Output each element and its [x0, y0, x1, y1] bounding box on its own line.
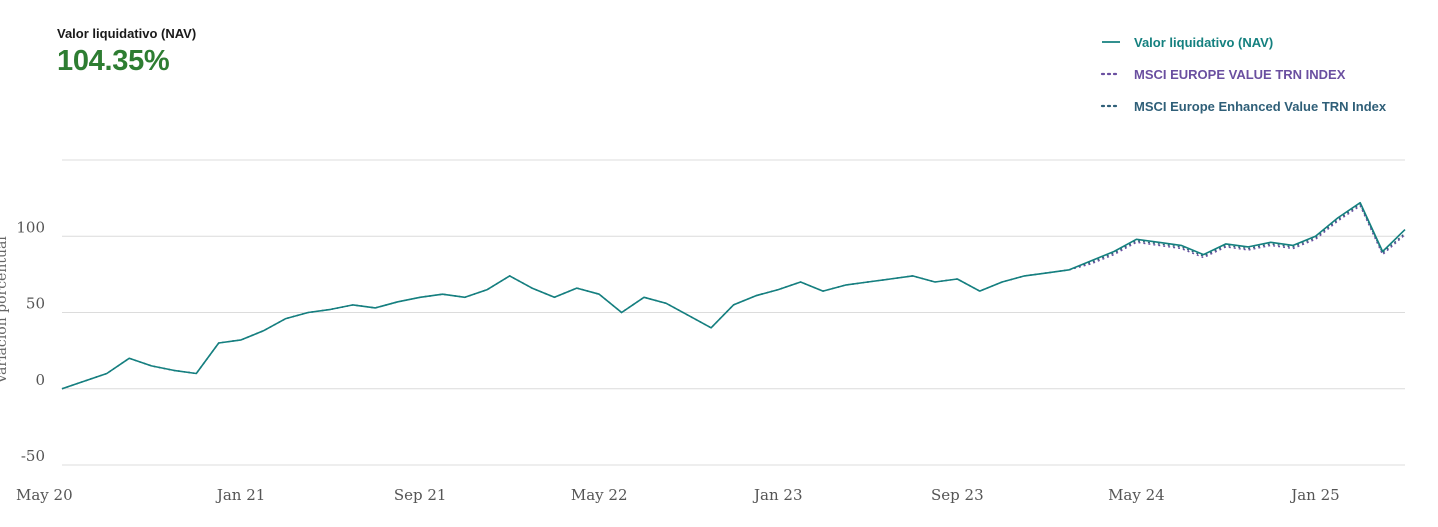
x-tick-label: May 22	[571, 486, 628, 504]
legend-item-msci-enhanced-value[interactable]: MSCI Europe Enhanced Value TRN Index	[1100, 90, 1386, 122]
grid-lines	[62, 159, 1405, 466]
y-axis-ticks: -50 0 50 100	[16, 218, 45, 465]
x-tick-label: May 20	[16, 486, 73, 504]
x-tick-label: Jan 21	[215, 486, 265, 504]
x-tick-label: Sep 23	[931, 486, 984, 504]
series-lines	[61, 201, 1406, 390]
series-line-1	[61, 205, 1406, 390]
x-tick-label: May 24	[1108, 486, 1165, 504]
y-tick-label: 100	[16, 218, 45, 236]
x-tick-label: Jan 23	[752, 486, 802, 504]
y-tick-label: -50	[21, 447, 45, 465]
y-axis-title: Variación porcentual	[0, 236, 10, 385]
nav-summary-value: 104.35%	[57, 45, 170, 77]
x-tick-label: Jan 25	[1289, 486, 1339, 504]
y-tick-label: 50	[26, 295, 45, 313]
legend-swatch-msci-europe-value	[1100, 72, 1122, 76]
legend-label-nav: Valor liquidativo (NAV)	[1134, 34, 1274, 50]
legend-swatch-msci-enhanced-value	[1100, 104, 1122, 108]
chart-legend: Valor liquidativo (NAV) MSCI EUROPE VALU…	[1100, 26, 1386, 122]
legend-item-nav[interactable]: Valor liquidativo (NAV)	[1100, 26, 1386, 58]
legend-item-msci-europe-value[interactable]: MSCI EUROPE VALUE TRN INDEX	[1100, 58, 1386, 90]
nav-summary-label: Valor liquidativo (NAV)	[57, 26, 197, 41]
nav-summary: Valor liquidativo (NAV) 104.35%	[57, 26, 196, 78]
series-line-0	[61, 201, 1406, 390]
legend-swatch-nav	[1102, 41, 1120, 43]
legend-label-msci-enhanced-value: MSCI Europe Enhanced Value TRN Index	[1134, 98, 1387, 114]
x-tick-label: Sep 21	[394, 486, 447, 504]
legend-label-msci-europe-value: MSCI EUROPE VALUE TRN INDEX	[1134, 66, 1346, 82]
series-line-2	[61, 203, 1406, 390]
x-axis-ticks: May 20 Jan 21 Sep 21 May 22 Jan 23 Sep 23 May …	[16, 486, 1340, 504]
y-tick-label: 0	[35, 371, 45, 389]
